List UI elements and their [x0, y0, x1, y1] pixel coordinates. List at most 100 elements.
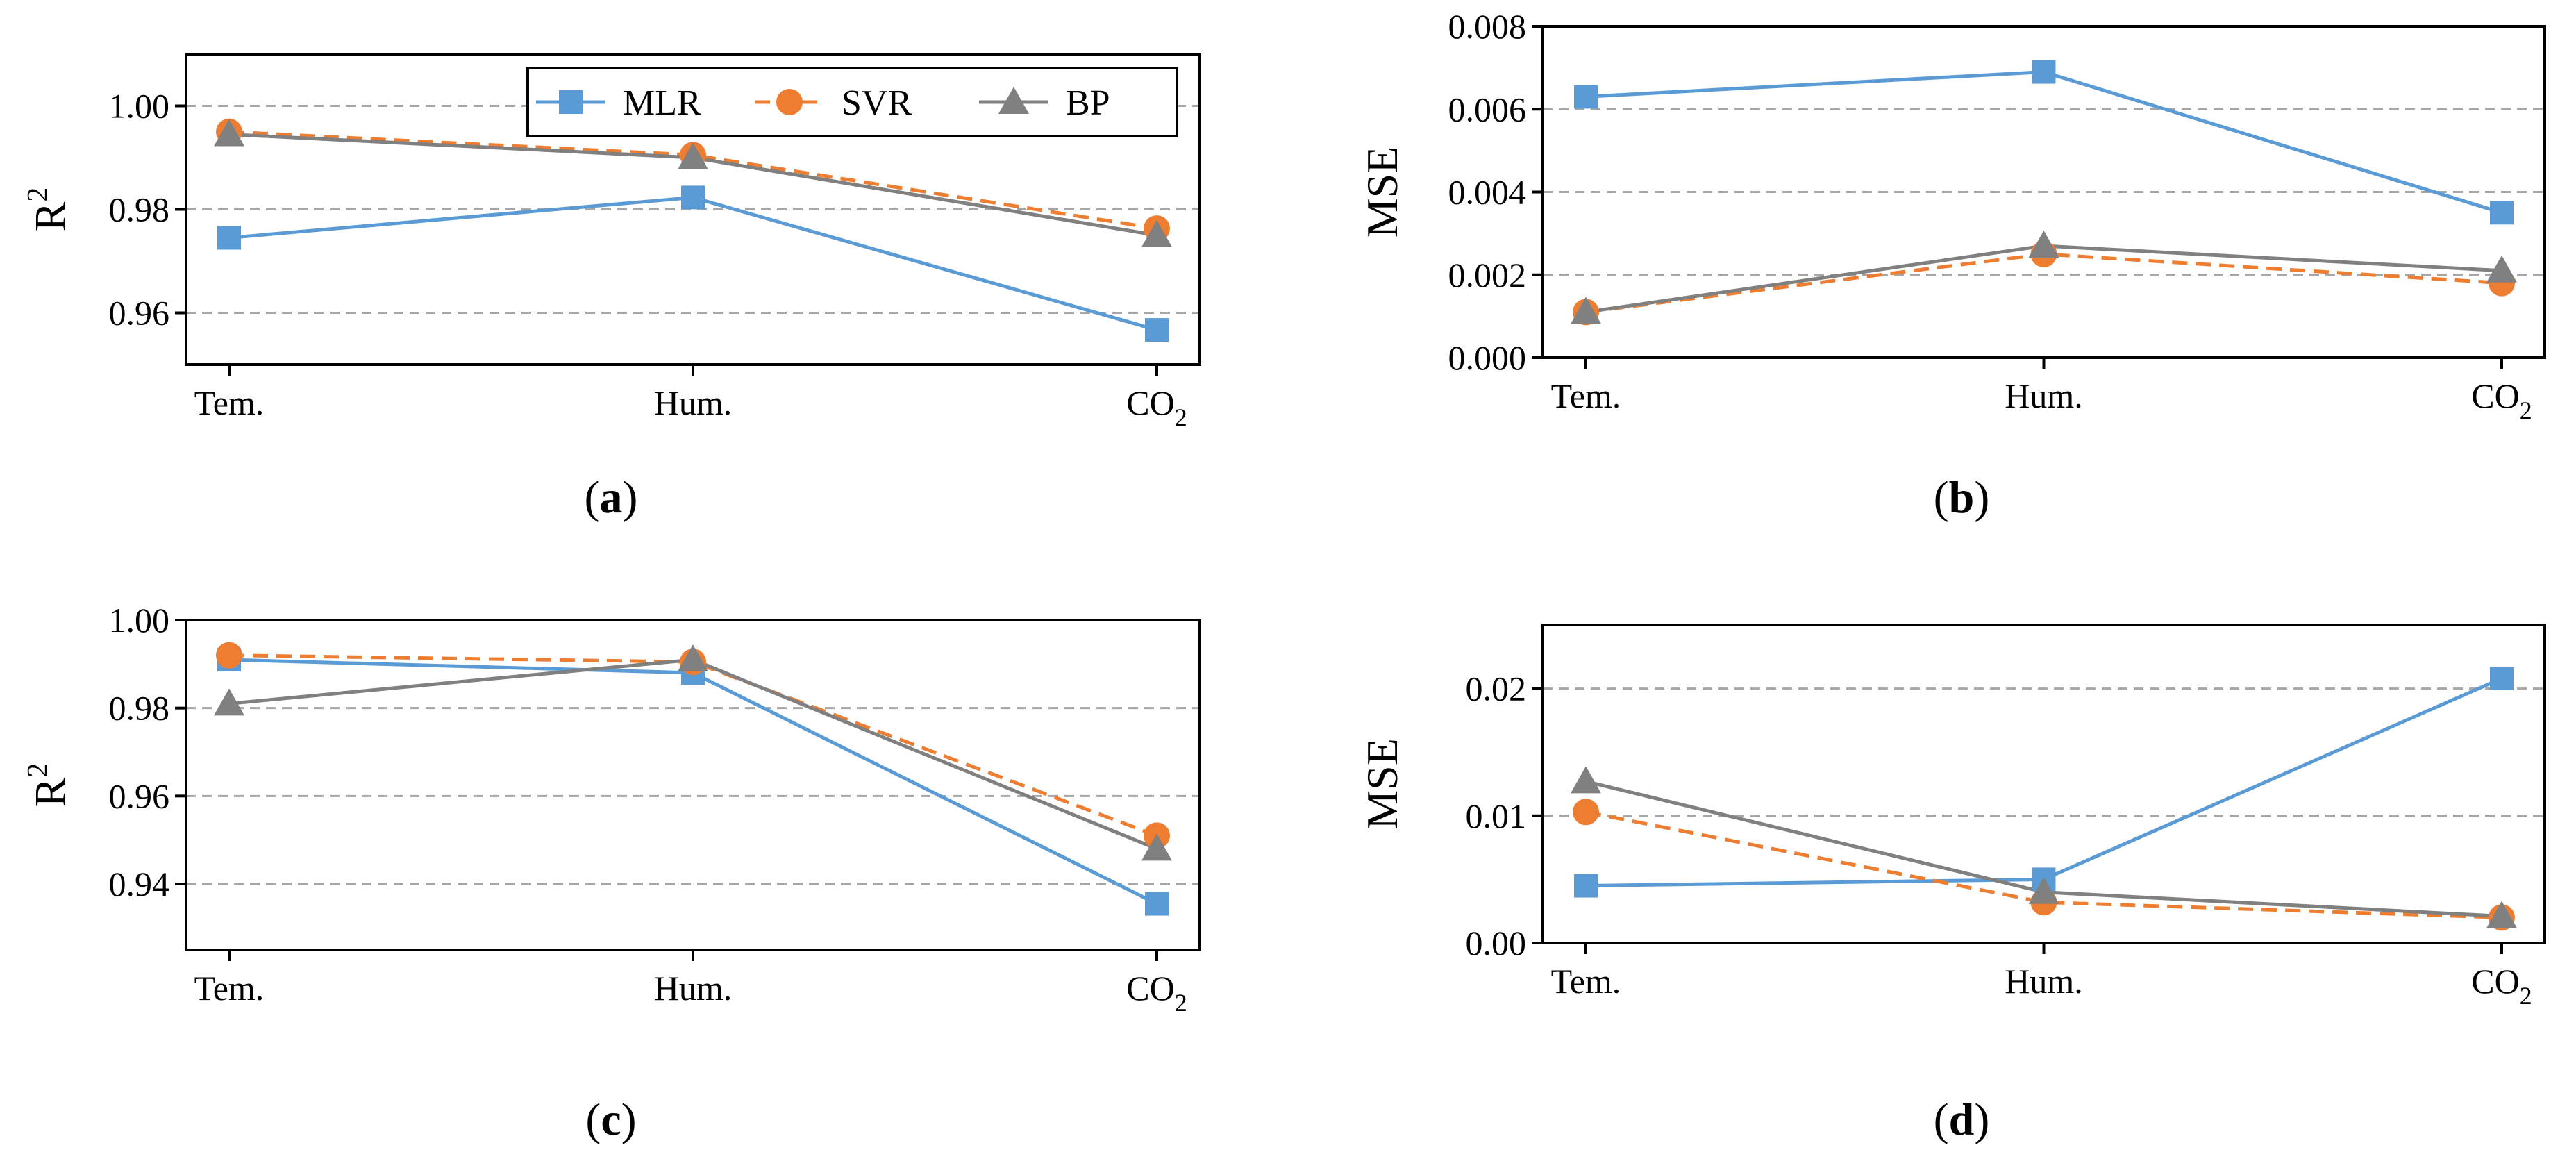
x-tick-label-base: Hum.: [654, 383, 733, 422]
x-tick-label-subscript: 2: [2520, 982, 2532, 1010]
y-axis-label-superscript: 2: [22, 187, 54, 202]
data-point-bp: [1571, 766, 1601, 794]
legend-marker-mlr: [559, 90, 583, 114]
y-tick-label: 0.98: [109, 190, 170, 229]
data-point-svr: [1573, 799, 1599, 826]
panel-label-open: (: [585, 1094, 601, 1145]
y-tick-label: 0.008: [1448, 7, 1527, 46]
panel-label: (b): [1934, 472, 1990, 523]
data-point-mlr: [2490, 666, 2514, 690]
legend: MLR SVR BP: [526, 67, 1178, 137]
series-line-svr: [228, 130, 1157, 231]
panel-label-letter: b: [1949, 472, 1975, 523]
data-point-bp: [214, 688, 244, 716]
y-tick-label: 0.002: [1448, 256, 1527, 294]
data-point-mlr: [1145, 318, 1169, 342]
x-tick-label-base: CO: [1126, 383, 1174, 422]
y-tick-label: 0.98: [109, 689, 170, 728]
x-tick-label-base: CO: [2471, 376, 2519, 415]
panel-label-open: (: [1934, 472, 1949, 523]
y-axis-label: R2: [22, 187, 75, 232]
x-tick-label-base: Hum.: [654, 969, 733, 1008]
data-point-mlr: [1574, 874, 1598, 898]
panel-label-open: (: [585, 472, 600, 523]
y-axis-label: R2: [22, 763, 75, 808]
panel-label: (a): [585, 472, 638, 523]
y-axis-label-base: R: [26, 777, 75, 807]
series-line-svr: [1585, 810, 2502, 919]
x-tick-label: CO2: [1126, 969, 1187, 1017]
x-tick-label: Tem.: [194, 383, 265, 422]
x-tick-label-base: Hum.: [2005, 962, 2083, 1001]
chart-panel-a: 0.96 0.98 1.00 Tem. Hum. CO 2R2 (a): [22, 53, 1201, 523]
x-tick-label: Hum.: [654, 969, 733, 1008]
data-point-mlr: [681, 185, 705, 210]
data-point-mlr: [217, 226, 241, 250]
data-point-mlr: [2490, 201, 2514, 225]
x-tick-label: Hum.: [2005, 962, 2083, 1001]
panel-label-letter: a: [600, 472, 623, 523]
data-point-bp: [214, 119, 244, 147]
x-tick-label-subscript: 2: [1175, 989, 1187, 1017]
legend-label-bp: BP: [1066, 83, 1110, 123]
x-tick-label: Tem.: [1551, 376, 1621, 415]
x-tick-label-base: Tem.: [1551, 962, 1621, 1001]
y-tick-label: 0.94: [109, 865, 170, 903]
x-tick-label-base: Tem.: [194, 969, 265, 1008]
y-tick-label: 0.01: [1466, 796, 1527, 835]
y-tick-label: 0.96: [109, 776, 170, 815]
y-tick-label: 0.96: [109, 294, 170, 333]
x-tick-label: Tem.: [1551, 962, 1621, 1001]
x-tick-label-base: Hum.: [2005, 376, 2083, 415]
x-tick-label-base: CO: [2471, 962, 2519, 1001]
data-point-mlr: [1145, 892, 1169, 916]
x-tick-label-base: Tem.: [1551, 376, 1621, 415]
y-tick-label: 1.00: [109, 601, 170, 640]
panel-label-letter: c: [601, 1094, 621, 1145]
data-point-bp: [2486, 255, 2517, 283]
legend-marker-svr: [776, 89, 803, 115]
panel-label-close: ): [1974, 472, 1989, 523]
x-tick-label-subscript: 2: [2520, 396, 2532, 424]
y-tick-label: 0.006: [1448, 90, 1527, 128]
y-axis-label-base: MSE: [1357, 147, 1407, 238]
y-axis-label-superscript: 2: [22, 763, 54, 778]
panel-label-open: (: [1934, 1094, 1949, 1145]
data-point-bp: [678, 142, 708, 169]
legend-box: [526, 67, 1178, 137]
y-axis-label-base: MSE: [1357, 738, 1407, 830]
x-tick-label: Hum.: [654, 383, 733, 422]
data-point-bp: [1141, 219, 1172, 247]
x-tick-label: CO2: [2471, 376, 2532, 424]
panel-label-close: ): [1974, 1094, 1989, 1145]
y-tick-label: 0.02: [1466, 669, 1527, 708]
panel-label-close: ): [621, 1094, 637, 1145]
panel-label: (d): [1934, 1094, 1990, 1145]
y-axis-label-base: R: [26, 201, 75, 231]
y-axis-label: MSE: [1357, 147, 1407, 238]
chart-panel-d: 0.00 0.01 0.02 Tem. Hum. CO2 MSE (d): [1357, 624, 2546, 1145]
y-axis-label: MSE: [1357, 738, 1407, 830]
panel-label-close: ): [623, 472, 638, 523]
x-tick-label: Hum.: [2005, 376, 2083, 415]
data-point-bp: [2028, 876, 2059, 904]
y-tick-label: 0.00: [1466, 924, 1527, 962]
data-point-svr: [216, 642, 242, 669]
data-point-mlr: [1574, 85, 1598, 109]
legend-label-svr: SVR: [842, 83, 912, 123]
data-point-bp: [2486, 901, 2517, 928]
panel-label: (c): [585, 1094, 636, 1145]
data-point-bp: [1141, 833, 1172, 861]
x-tick-label: CO2: [2471, 962, 2532, 1010]
data-point-bp: [1571, 297, 1601, 324]
data-point-bp: [678, 644, 708, 671]
legend-label-mlr: MLR: [623, 83, 701, 123]
data-point-bp: [2028, 231, 2059, 258]
legend-marker-bp: [998, 87, 1029, 114]
y-tick-label: 1.00: [109, 87, 170, 126]
x-tick-label-base: CO: [1126, 969, 1174, 1008]
x-tick-label: Tem.: [194, 969, 265, 1008]
